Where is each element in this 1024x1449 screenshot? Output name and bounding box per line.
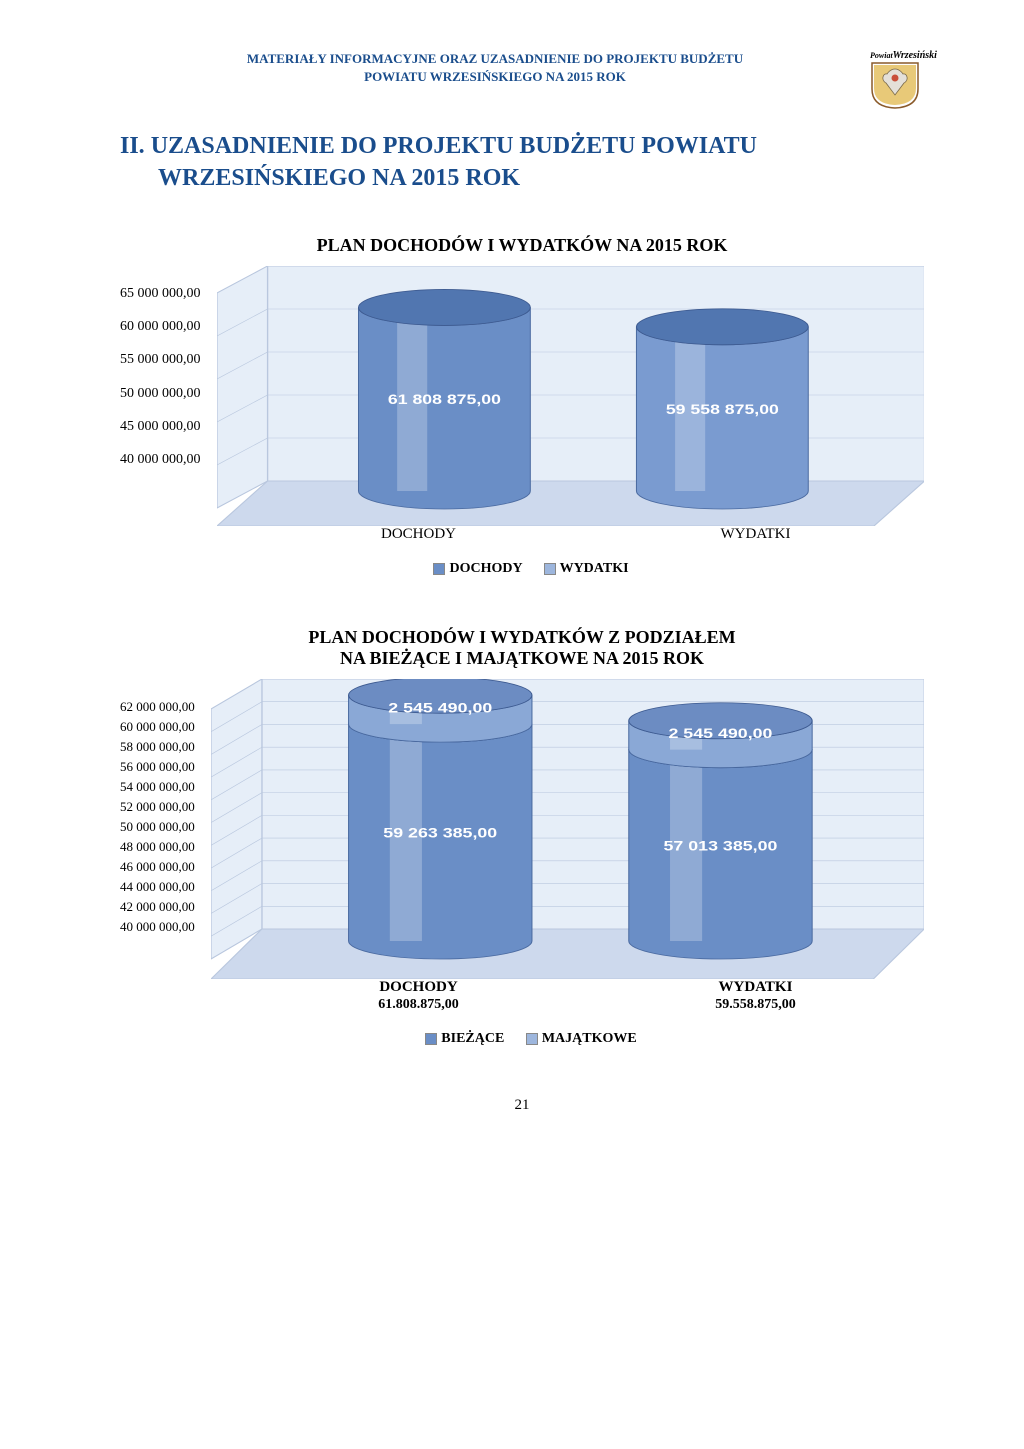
chart-2-xlabel-2: WYDATKI 59.558.875,00: [587, 979, 924, 1013]
chart-1-x-axis: DOCHODY WYDATKI: [240, 526, 924, 543]
header-text: MATERIAŁY INFORMACYJNE ORAZ UZASADNIENIE…: [120, 50, 870, 85]
svg-text:2 545 490,00: 2 545 490,00: [388, 700, 492, 716]
chart-1: PLAN DOCHODÓW I WYDATKÓW NA 2015 ROK 65 …: [120, 235, 924, 577]
crest-shield-icon: [870, 61, 920, 109]
chart-1-y-axis: 65 000 000,0060 000 000,0055 000 000,005…: [120, 266, 201, 486]
chart-1-xlabel-2: WYDATKI: [587, 526, 924, 543]
chart-2-x-axis: DOCHODY 61.808.875,00 WYDATKI 59.558.875…: [240, 979, 924, 1013]
page-number: 21: [120, 1097, 924, 1114]
chart-1-plot: 61 808 875,00 59 558 875,00: [217, 266, 925, 526]
legend-swatch-2: [526, 1033, 538, 1045]
section-number: II.: [120, 133, 145, 159]
chart-2-legend: BIEŻĄCE MAJĄTKOWE: [120, 1031, 924, 1047]
svg-text:2 545 490,00: 2 545 490,00: [668, 726, 772, 742]
crest-label: PowiatWrzesiński: [870, 50, 924, 61]
section-heading: II. UZASADNIENIE DO PROJEKTU BUDŻETU POW…: [120, 130, 924, 195]
legend-swatch-2: [544, 563, 556, 575]
svg-text:59 263 385,00: 59 263 385,00: [383, 825, 497, 841]
legend-swatch-1: [433, 563, 445, 575]
chart-2-y-axis: 62 000 000,0060 000 000,0058 000 000,005…: [120, 679, 195, 939]
chart-2: PLAN DOCHODÓW I WYDATKÓW Z PODZIAŁEM NA …: [120, 627, 924, 1047]
chart-2-plot: 59 263 385,00 2 545 490,00 57 013 385,00 2 …: [211, 679, 924, 979]
chart-2-title: PLAN DOCHODÓW I WYDATKÓW Z PODZIAŁEM NA …: [120, 627, 924, 669]
document-header: MATERIAŁY INFORMACYJNE ORAZ UZASADNIENIE…: [120, 50, 924, 112]
svg-text:59 558 875,00: 59 558 875,00: [665, 402, 778, 417]
section-title-line-2: WRZESIŃSKIEGO NA 2015 ROK: [158, 162, 520, 194]
chart-1-title: PLAN DOCHODÓW I WYDATKÓW NA 2015 ROK: [120, 235, 924, 256]
svg-text:57 013 385,00: 57 013 385,00: [663, 838, 777, 854]
header-line-1: MATERIAŁY INFORMACYJNE ORAZ UZASADNIENIE…: [120, 50, 870, 68]
chart-2-xlabel-1: DOCHODY 61.808.875,00: [250, 979, 587, 1013]
chart-1-legend: DOCHODY WYDATKI: [120, 561, 924, 577]
header-line-2: POWIATU WRZESIŃSKIEGO NA 2015 ROK: [120, 68, 870, 86]
svg-text:61 808 875,00: 61 808 875,00: [387, 393, 500, 408]
crest-badge: PowiatWrzesiński: [870, 50, 924, 112]
chart-1-xlabel-1: DOCHODY: [250, 526, 587, 543]
legend-swatch-1: [425, 1033, 437, 1045]
section-title-line-1: UZASADNIENIE DO PROJEKTU BUDŻETU POWIATU: [151, 133, 757, 159]
